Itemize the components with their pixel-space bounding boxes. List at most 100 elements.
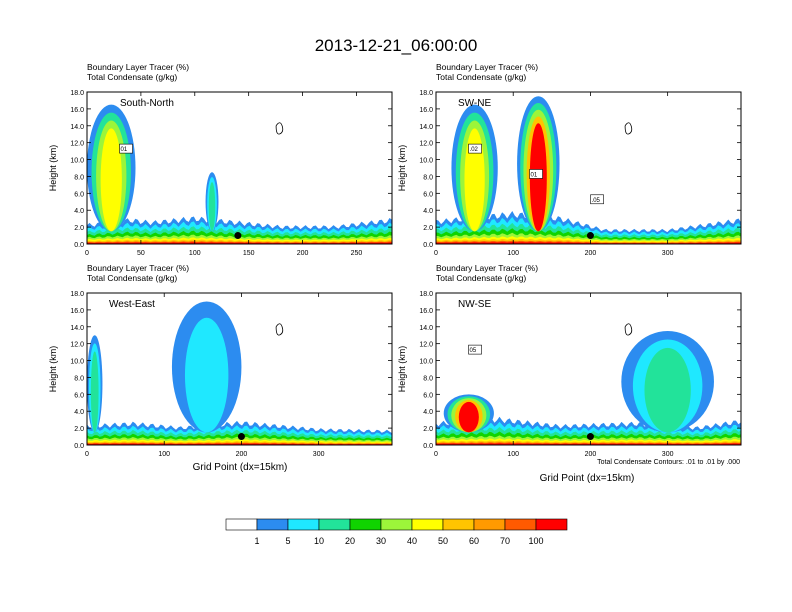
y-tick-label: 10.0 [419,359,433,366]
y-tick-label: 12.0 [419,342,433,349]
contour-label: .02 [470,147,479,153]
y-tick-label: 18.0 [419,90,433,97]
y-tick-label: 10.0 [70,158,84,165]
colorbar-cell-10 [504,518,537,531]
x-tick-label: 300 [662,451,674,458]
y-tick-label: 16.0 [70,107,84,114]
y-tick-label: 2.0 [74,426,84,433]
colorbar-cell-11 [535,518,568,531]
condensate-contour [275,122,284,135]
plume-2-shell-3 [644,347,691,433]
y-axis-label: Height (km) [397,145,407,192]
contour-label-box [468,143,482,154]
y-tick-label: 10.0 [70,359,84,366]
colorbar-cell-6 [380,518,413,531]
panel-subtitle-tracer: Boundary Layer Tracer (%) [436,62,538,72]
y-tick-label: 12.0 [419,141,433,148]
panel-subtitle-condensate: Total Condensate (g/kg) [436,273,526,283]
site-marker [237,433,245,441]
colorbar-tick-label: 60 [469,536,479,546]
x-tick-label: 100 [507,250,519,257]
y-tick-label: 12.0 [70,141,84,148]
y-tick-label: 6.0 [74,191,84,198]
y-tick-label: 4.0 [74,409,84,416]
plot-frame [435,292,742,446]
plot-frame [86,91,393,245]
site-marker [586,232,594,240]
y-tick-label: 14.0 [419,124,433,131]
y-tick-label: 14.0 [70,325,84,332]
contour-label: .05 [592,198,601,204]
colorbar-tick-label: 5 [285,536,290,546]
colorbar-cell-4 [318,518,351,531]
plume-1-shell-4 [100,128,122,232]
figure-title: 2013-12-21_06:00:00 [315,36,478,55]
x-tick-label: 300 [313,451,325,458]
panel-4: Boundary Layer Tracer (%)Total Condensat… [397,263,742,458]
y-tick-label: 2.0 [423,225,433,232]
panel-label: West-East [109,299,155,310]
panel-subtitle-tracer: Boundary Layer Tracer (%) [87,62,189,72]
plot-frame [435,91,742,245]
y-tick-label: 12.0 [70,342,84,349]
x-tick-label: 250 [351,250,363,257]
contour-label-box [529,169,543,179]
colorbar-cell-3 [287,518,320,531]
colorbar-tick-label: 100 [528,536,543,546]
x-tick-label: 300 [662,250,674,257]
colorbar-cell-5 [349,518,382,531]
x-axis-label-bottom-right: Grid Point (dx=15km) [540,473,635,484]
panel-label: NW-SE [458,299,491,310]
y-tick-label: 4.0 [423,409,433,416]
plot-area: 05 [436,323,741,445]
y-tick-label: 10.0 [419,158,433,165]
y-axis-label: Height (km) [48,346,58,393]
x-tick-label: 150 [243,250,255,257]
contour-label-box [119,143,133,154]
x-axis-label-bottom-left: Grid Point (dx=15km) [193,462,288,473]
y-tick-label: 8.0 [423,174,433,181]
panel-subtitle-tracer: Boundary Layer Tracer (%) [87,263,189,273]
panel-subtitle-condensate: Total Condensate (g/kg) [87,72,177,82]
y-tick-label: 14.0 [419,325,433,332]
y-tick-label: 0.0 [423,242,433,249]
y-tick-label: 6.0 [423,191,433,198]
y-tick-label: 8.0 [423,375,433,382]
y-tick-label: 16.0 [419,107,433,114]
colorbar-tick-label: 70 [500,536,510,546]
x-tick-label: 0 [85,250,89,257]
y-tick-label: 18.0 [70,90,84,97]
x-tick-label: 0 [434,451,438,458]
y-tick-label: 0.0 [74,242,84,249]
contour-label: 01 [121,147,128,153]
x-tick-label: 100 [158,451,170,458]
y-tick-label: 18.0 [70,291,84,298]
contour-note: Total Condensate Contours: .01 to .01 by… [597,459,740,466]
y-tick-label: 18.0 [419,291,433,298]
x-tick-label: 100 [507,451,519,458]
x-tick-label: 200 [585,250,597,257]
panel-1: Boundary Layer Tracer (%)Total Condensat… [48,62,393,257]
y-tick-label: 0.0 [423,443,433,450]
colorbar-cell-8 [442,518,475,531]
panel-3: Boundary Layer Tracer (%)Total Condensat… [48,263,393,458]
plume-1-shell-4 [464,128,485,232]
y-tick-label: 8.0 [74,174,84,181]
y-tick-label: 6.0 [423,392,433,399]
panel-label: South-North [120,98,174,109]
site-marker [586,433,594,441]
x-tick-label: 100 [189,250,201,257]
panel-subtitle-condensate: Total Condensate (g/kg) [436,72,526,82]
colorbar-cell-9 [473,518,506,531]
plot-frame [86,292,393,446]
colorbar-tick-label: 20 [345,536,355,546]
colorbar-tick-label: 30 [376,536,386,546]
plume-1-shell-3 [90,351,99,433]
y-axis-label: Height (km) [397,346,407,393]
y-tick-label: 2.0 [74,225,84,232]
x-tick-label: 50 [137,250,145,257]
plume-2-shell-2 [184,317,229,433]
colorbar-cell-1 [225,518,258,531]
colorbar-cell-7 [411,518,444,531]
